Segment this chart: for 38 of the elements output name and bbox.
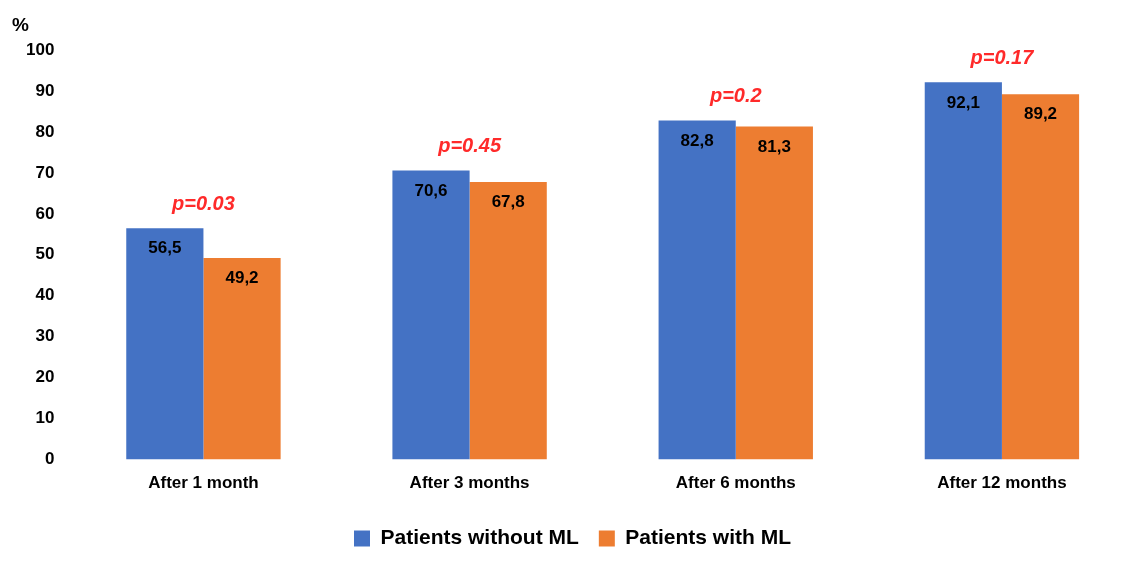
data-label: 49,2 — [225, 268, 259, 288]
y-tick-label: 30 — [35, 326, 55, 346]
data-label: 81,3 — [757, 136, 791, 156]
y-tick-label: 100 — [25, 39, 55, 59]
legend-label: Patients without ML — [380, 525, 579, 549]
data-label: 67,8 — [491, 192, 525, 212]
y-tick-label: 80 — [35, 121, 55, 141]
y-tick-label: 90 — [35, 80, 55, 100]
legend-label: Patients with ML — [625, 525, 792, 549]
annotation: p=0.17 — [969, 45, 1035, 68]
y-tick-label: 10 — [35, 408, 55, 428]
y-tick-label: 70 — [35, 162, 55, 182]
data-label: 92,1 — [946, 92, 980, 112]
bar — [658, 120, 736, 460]
y-tick-label: 20 — [35, 367, 55, 387]
data-label: 82,8 — [680, 130, 714, 150]
y-axis-title: % — [12, 14, 29, 36]
bar — [392, 170, 470, 460]
x-tick-label: After 6 months — [675, 473, 796, 493]
data-label: 89,2 — [1023, 104, 1058, 124]
y-tick-label: 40 — [35, 285, 55, 305]
y-tick-label: 50 — [35, 244, 55, 264]
x-tick-label: After 3 months — [409, 473, 530, 493]
bar — [126, 228, 204, 460]
y-tick-label: 0 — [44, 449, 55, 469]
bar — [735, 126, 813, 460]
bar — [1001, 94, 1080, 460]
annotation: p=0.03 — [171, 191, 235, 214]
data-label: 70,6 — [414, 180, 448, 200]
bar — [203, 258, 281, 460]
annotation: p=0.45 — [437, 133, 502, 156]
bar — [924, 82, 1002, 460]
bar — [469, 181, 547, 460]
annotation: p=0.2 — [708, 83, 762, 106]
data-label: 56,5 — [148, 238, 182, 258]
x-tick-label: After 12 months — [937, 473, 1067, 493]
x-tick-label: After 1 month — [148, 473, 259, 493]
y-tick-label: 60 — [35, 203, 55, 223]
